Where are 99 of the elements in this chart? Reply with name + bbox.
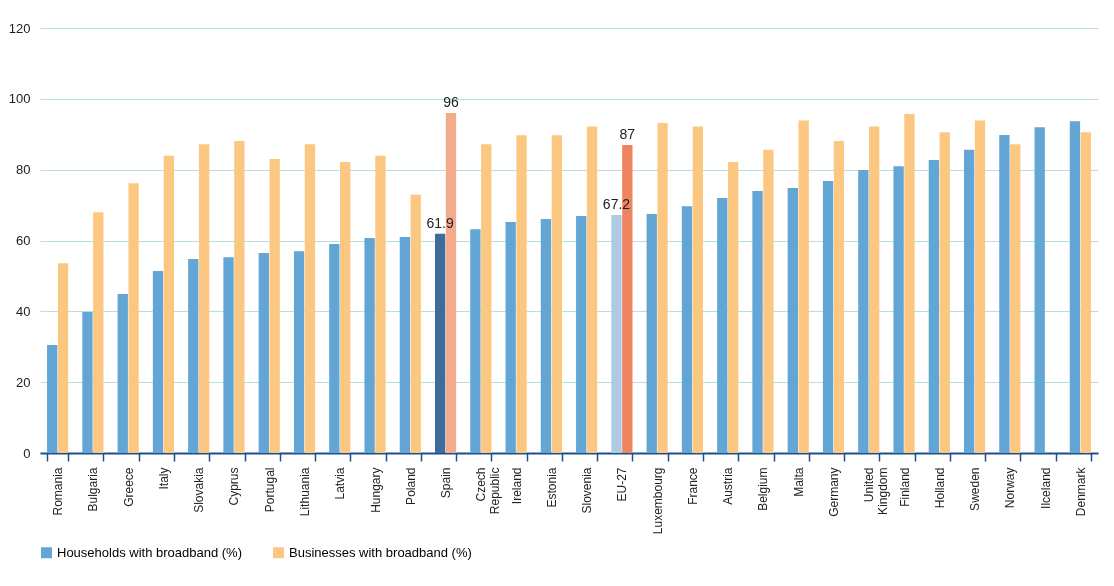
data-label: 96 <box>443 94 459 110</box>
bar <box>57 263 69 453</box>
bar <box>188 258 199 453</box>
x-tick-label: Malta <box>791 467 806 497</box>
x-tick-label: Bulgaria <box>86 467 101 512</box>
bar <box>586 126 598 453</box>
bar <box>646 213 657 453</box>
x-tick-label: Slovakia <box>192 467 207 513</box>
bar <box>1034 127 1045 453</box>
x-tick-label: Austria <box>721 467 736 505</box>
bar <box>258 252 269 453</box>
bar <box>904 114 915 453</box>
bar <box>152 270 164 453</box>
bar <box>963 149 975 453</box>
bar <box>1010 144 1021 453</box>
bar <box>576 216 587 453</box>
data-label: 61.9 <box>426 214 454 231</box>
legend-label: Businesses with broadband (%) <box>289 544 472 560</box>
bar <box>657 122 668 453</box>
x-tick-label: Finland <box>897 467 912 507</box>
data-label: 87 <box>619 125 636 142</box>
bar <box>375 155 386 453</box>
y-tick-label: 80 <box>16 162 31 178</box>
x-tick-label: Ireland <box>509 467 524 505</box>
x-tick-label: Spain <box>439 467 454 499</box>
y-tick-label: 60 <box>16 233 31 248</box>
bar <box>269 159 280 453</box>
bar <box>999 134 1010 453</box>
x-tick-label: Portugal <box>262 467 277 513</box>
bar <box>869 126 880 453</box>
legend-label: Households with broadband (%) <box>57 544 242 560</box>
bar <box>681 206 693 453</box>
x-tick-label: Romania <box>51 467 66 516</box>
bar <box>198 144 210 453</box>
x-tick-label: Poland <box>403 467 418 505</box>
bar <box>470 229 481 453</box>
bar <box>611 215 622 453</box>
x-tick-label: Latvia <box>333 467 348 500</box>
x-tick-label: Belgium <box>756 467 771 511</box>
bar <box>540 218 552 453</box>
bar <box>1069 121 1081 453</box>
bar <box>223 257 234 453</box>
bar <box>434 233 446 453</box>
bar <box>787 188 798 453</box>
bar <box>329 244 340 453</box>
bar <box>163 155 175 453</box>
bar <box>763 149 774 453</box>
x-tick-label: Ilceland <box>1038 467 1053 509</box>
bar <box>928 160 940 453</box>
bar <box>82 312 93 453</box>
x-tick-label: Germany <box>827 467 841 517</box>
bar <box>128 183 139 453</box>
bar <box>1080 132 1091 453</box>
x-tick-label: Holland <box>932 467 947 509</box>
x-tick-label: Luxembourg <box>650 467 665 535</box>
bar <box>893 166 904 453</box>
bar <box>304 144 316 453</box>
y-tick-label: 120 <box>8 20 31 36</box>
bar <box>551 135 562 453</box>
y-tick-label: 100 <box>8 91 31 107</box>
bar <box>798 120 809 453</box>
bar <box>833 140 845 453</box>
y-tick-label: 20 <box>16 374 31 390</box>
y-tick-label: 0 <box>23 445 31 461</box>
bar <box>727 161 739 453</box>
bar <box>410 194 421 453</box>
bar <box>516 135 527 453</box>
x-tick-label: Italy <box>156 467 171 490</box>
bar <box>752 190 763 453</box>
bar <box>858 170 869 453</box>
bar <box>939 132 950 453</box>
bar <box>505 222 516 453</box>
x-tick-label: Greece <box>121 467 136 507</box>
bar <box>93 212 104 453</box>
bar <box>293 251 305 453</box>
bar <box>822 181 834 453</box>
bar <box>340 161 351 453</box>
x-tick-label: Slovenia <box>580 467 595 514</box>
y-tick-label: 40 <box>16 303 31 319</box>
x-tick-label: Denmark <box>1073 466 1088 517</box>
bar <box>974 120 986 453</box>
bar <box>481 144 492 453</box>
bar <box>692 126 704 453</box>
bar <box>117 293 128 453</box>
x-tick-label: Lithuania <box>298 467 312 517</box>
bar <box>399 236 411 453</box>
x-tick-label: EU-27 <box>615 467 630 502</box>
bar <box>717 198 728 453</box>
bar <box>47 344 58 453</box>
x-tick-label: United Kingdom <box>862 467 891 515</box>
x-tick-label: France <box>685 467 700 505</box>
bar <box>234 140 245 453</box>
x-tick-label: Norway <box>1003 467 1018 509</box>
x-tick-label: Sweden <box>968 467 983 511</box>
x-tick-label: Cyprus <box>227 467 242 506</box>
x-tick-label: Czech Republic <box>474 467 503 515</box>
bar <box>364 238 375 453</box>
x-tick-label: Estonia <box>544 467 559 508</box>
x-tick-label: Hungary <box>368 467 383 513</box>
